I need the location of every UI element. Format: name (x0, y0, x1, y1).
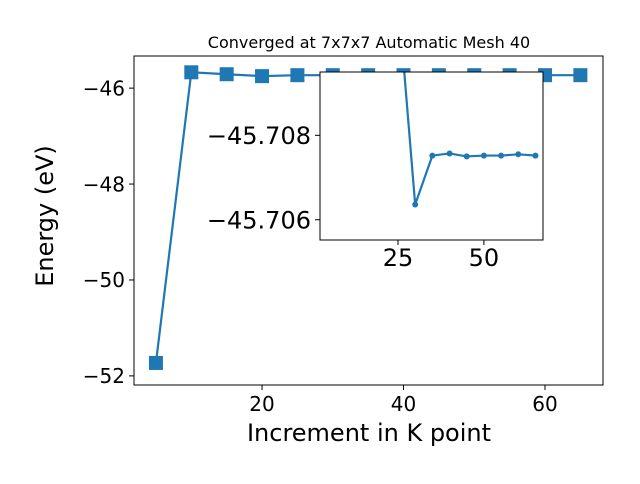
marker (498, 152, 505, 159)
chart-title: Converged at 7x7x7 Automatic Mesh 40 (208, 33, 530, 52)
x-tick-label: 40 (391, 392, 416, 416)
y-tick-label: −46 (83, 76, 125, 100)
marker (573, 68, 588, 83)
y-tick-label: −45.706 (207, 206, 311, 234)
x-tick-label: 20 (249, 392, 274, 416)
x-tick-label: 50 (469, 244, 500, 272)
axes-frame (319, 71, 544, 241)
marker (412, 201, 419, 208)
y-tick-label: −52 (83, 364, 125, 388)
y-axis-label: Energy (eV) (31, 145, 59, 287)
marker (463, 153, 470, 160)
marker (429, 152, 436, 159)
marker (480, 152, 487, 159)
marker (219, 67, 234, 82)
y-tick-label: −45.708 (207, 122, 311, 150)
x-axis-label: Increment in K point (247, 419, 491, 447)
marker (446, 150, 453, 157)
y-tick-label: −50 (83, 268, 125, 292)
x-tick-label: 60 (532, 392, 557, 416)
marker (148, 355, 163, 370)
marker (255, 69, 270, 84)
y-tick-label: −48 (83, 172, 125, 196)
marker (532, 152, 539, 159)
x-tick-label: 25 (383, 244, 414, 272)
plot-layer (403, 72, 539, 208)
axes-frame (133, 55, 604, 386)
marker (515, 151, 522, 158)
marker (184, 65, 199, 80)
marker (290, 68, 305, 83)
